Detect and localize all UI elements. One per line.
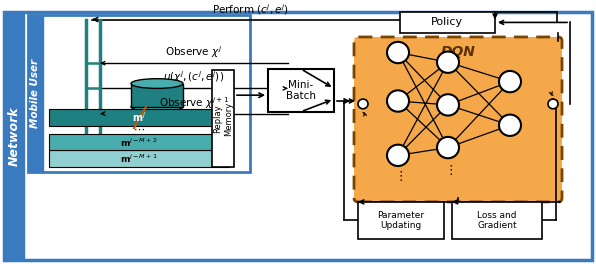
Text: $u(\chi^j, (c^j, e^j))$: $u(\chi^j, (c^j, e^j))$ [163, 70, 225, 86]
Circle shape [387, 42, 409, 63]
Text: Observe $\chi^j$: Observe $\chi^j$ [165, 44, 223, 60]
Text: Perform $(c^j, e^j)$: Perform $(c^j, e^j)$ [212, 2, 288, 17]
Circle shape [358, 99, 368, 109]
Text: $\mathbf{m}^{j-M+2}$: $\mathbf{m}^{j-M+2}$ [120, 136, 158, 149]
Text: Parameter
Updating: Parameter Updating [377, 211, 424, 230]
Text: Observe $\chi^{j+1}$: Observe $\chi^{j+1}$ [159, 95, 229, 111]
Text: $\mathbf{m}^{j-M+1}$: $\mathbf{m}^{j-M+1}$ [120, 153, 158, 166]
Text: $\mathbf{m}^j$: $\mathbf{m}^j$ [132, 111, 146, 124]
Text: DQN: DQN [440, 45, 476, 59]
Ellipse shape [131, 102, 183, 112]
Bar [452, 202, 542, 239]
Bar [131, 83, 183, 107]
Bar [268, 69, 334, 112]
Text: Mobile User: Mobile User [30, 59, 41, 128]
Text: Network: Network [8, 106, 20, 166]
Ellipse shape [131, 79, 183, 88]
Text: $\cdots$: $\cdots$ [133, 124, 145, 134]
Circle shape [437, 94, 459, 116]
Bar [4, 12, 24, 260]
Text: Loss and
Gradient: Loss and Gradient [477, 211, 517, 230]
Text: Replay
Memory: Replay Memory [213, 101, 232, 136]
Bar [400, 12, 495, 33]
Bar [358, 202, 444, 239]
Bar [49, 134, 229, 150]
Circle shape [499, 71, 521, 92]
Bar [28, 15, 43, 172]
Bar [49, 150, 229, 167]
Text: $\vdots$: $\vdots$ [393, 169, 402, 183]
Bar [212, 70, 234, 167]
Bar [28, 15, 250, 172]
Circle shape [499, 115, 521, 136]
Circle shape [548, 99, 558, 109]
Text: Policy: Policy [431, 17, 463, 27]
FancyBboxPatch shape [354, 37, 562, 202]
Circle shape [387, 145, 409, 166]
Circle shape [437, 137, 459, 158]
Bar [49, 109, 229, 126]
Text: Mini-
Batch: Mini- Batch [286, 79, 316, 101]
Circle shape [387, 90, 409, 112]
Circle shape [437, 51, 459, 73]
Text: $\vdots$: $\vdots$ [443, 163, 452, 177]
